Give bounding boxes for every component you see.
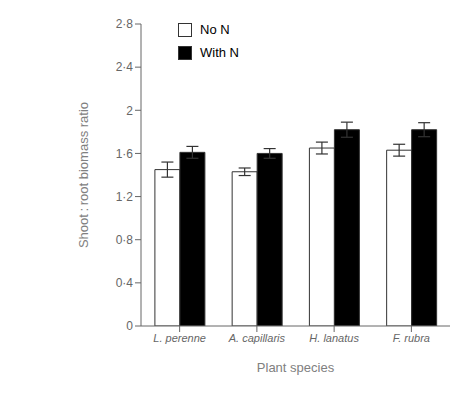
svg-text:2·8: 2·8	[116, 17, 134, 31]
svg-text:L. perenne: L. perenne	[153, 332, 206, 344]
svg-text:2: 2	[126, 104, 133, 118]
svg-text:0·4: 0·4	[116, 276, 134, 290]
svg-text:1·6: 1·6	[116, 147, 134, 161]
html-text:No N: No N	[200, 22, 230, 37]
html-text:With N: With N	[200, 45, 239, 60]
svg-text:A. capillaris: A. capillaris	[228, 332, 286, 344]
svg-text:H. lanatus: H. lanatus	[309, 332, 359, 344]
svg-text:1·2: 1·2	[116, 190, 134, 204]
svg-text:F. rubra: F. rubra	[393, 332, 430, 344]
svg-text:Shoot : root biomass ratio: Shoot : root biomass ratio	[76, 102, 91, 248]
svg-text:Plant species: Plant species	[257, 360, 335, 375]
svg-text:2·4: 2·4	[116, 60, 134, 74]
svg-text:0: 0	[126, 319, 133, 333]
svg-text:0·8: 0·8	[116, 233, 134, 247]
